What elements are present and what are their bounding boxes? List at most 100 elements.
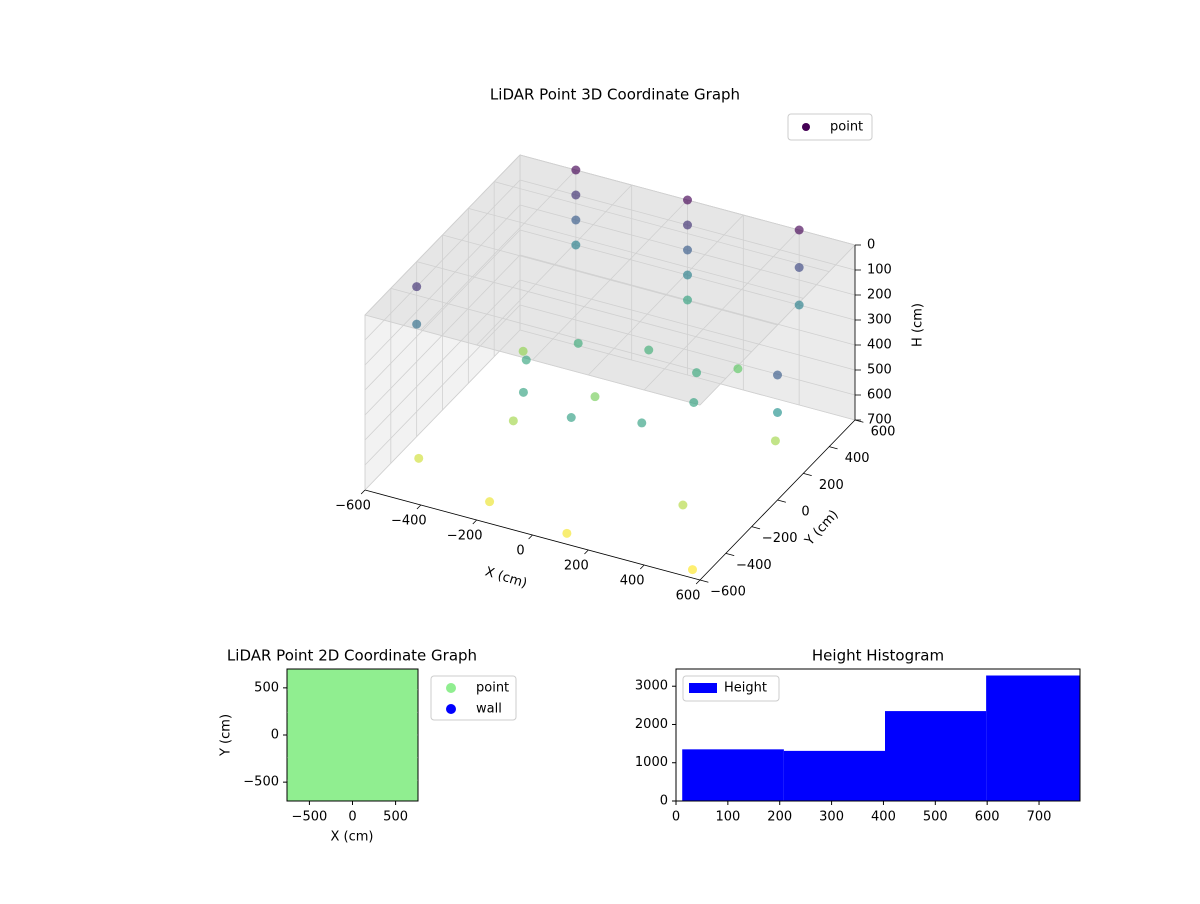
x-tick-label: 300: [819, 810, 844, 825]
tick-mark: [803, 472, 812, 476]
tick-mark: [777, 499, 786, 503]
tick-mark: [699, 579, 709, 583]
tick-mark: [360, 489, 366, 495]
grid-line: [364, 304, 521, 466]
chart-title: Height Histogram: [812, 647, 944, 665]
y-axis-label: Y (cm): [219, 714, 234, 757]
tick-mark: [640, 564, 645, 570]
point: [773, 370, 782, 380]
point: [678, 500, 688, 510]
z-tick-label: 100: [867, 263, 892, 278]
tick-mark: [725, 552, 735, 556]
bar: [783, 750, 886, 801]
point: [644, 345, 654, 355]
chart-title: LiDAR Point 2D Coordinate Graph: [227, 647, 477, 665]
z-axis-label: H (cm): [911, 303, 926, 347]
x-tick-label: 400: [871, 810, 896, 825]
x-tick-label: 500: [923, 810, 948, 825]
point: [683, 220, 692, 230]
point: [688, 565, 697, 575]
y-tick-label: −600: [710, 585, 746, 600]
tick-mark: [472, 519, 477, 525]
y-tick-label: 1000: [635, 755, 668, 770]
chart-title: LiDAR Point 3D Coordinate Graph: [490, 86, 740, 104]
points: [287, 669, 418, 801]
point: [733, 364, 743, 374]
z-tick-label: 600: [867, 388, 892, 403]
y-tick-label: 0: [271, 728, 279, 743]
point: [508, 416, 518, 426]
y-tick-label: 0: [801, 505, 809, 520]
grid-line: [519, 304, 856, 396]
grid-line: [468, 207, 804, 299]
point: [562, 528, 572, 538]
x-tick-label: −500: [292, 810, 328, 825]
axes-frame: [675, 668, 1081, 802]
point: [387, 669, 418, 696]
point: [770, 436, 780, 446]
legend-marker: [802, 123, 810, 131]
point: [683, 295, 692, 305]
x-tick-label: 500: [383, 810, 408, 825]
axis-line: [364, 489, 701, 581]
grid-line: [494, 181, 830, 273]
legend-marker: [446, 683, 456, 693]
x-tick-label: 600: [975, 810, 1000, 825]
point: [794, 225, 804, 235]
x-tick-label: −600: [335, 499, 371, 514]
point: [412, 319, 422, 329]
y-tick-label: 500: [254, 680, 279, 695]
point: [518, 346, 528, 356]
x-tick-label: 0: [348, 810, 356, 825]
z-tick-label: 500: [867, 363, 892, 378]
point: [683, 195, 692, 205]
grid-line: [364, 204, 521, 366]
bar: [885, 711, 987, 801]
legend-marker: [689, 683, 717, 693]
x-tick-label: 200: [767, 810, 792, 825]
tick-mark: [528, 534, 533, 540]
x-tick-label: 400: [620, 574, 645, 589]
point: [683, 270, 692, 280]
x-tick-label: 600: [676, 589, 701, 604]
grid-line: [364, 229, 521, 391]
y-tick-label: 2000: [635, 717, 668, 732]
grid-line: [416, 261, 752, 353]
grid-line: [364, 154, 521, 316]
grid-line: [442, 234, 778, 326]
point: [412, 282, 422, 292]
y-tick-label: 0: [660, 794, 668, 809]
z-tick-label: 300: [867, 313, 892, 328]
point: [571, 240, 581, 250]
bar: [682, 749, 784, 801]
tick-mark: [416, 504, 422, 510]
x-tick-label: 0: [672, 810, 680, 825]
point: [414, 453, 424, 463]
legend-box: [787, 113, 873, 141]
point: [573, 338, 583, 348]
z-tick-label: 700: [867, 413, 892, 428]
legend-label: Height: [724, 681, 767, 696]
point: [566, 413, 576, 422]
y-tick-label: 600: [871, 425, 896, 440]
x-tick-label: −200: [447, 529, 483, 544]
axis-line: [699, 419, 856, 581]
bar: [986, 675, 1080, 801]
legend-label: wall: [476, 702, 502, 717]
legend-box: [430, 675, 517, 721]
point: [521, 355, 531, 365]
legend-marker: [446, 704, 456, 714]
point: [485, 497, 495, 507]
z-tick-label: 200: [867, 288, 892, 303]
tick-mark: [695, 579, 701, 585]
point: [692, 368, 702, 378]
point: [571, 190, 581, 200]
legend-box: [682, 675, 780, 702]
point: [518, 387, 528, 397]
point: [590, 392, 600, 402]
x-axis-label: X (cm): [483, 565, 529, 592]
point: [773, 408, 782, 417]
x-axis-label: X (cm): [331, 830, 374, 845]
point: [683, 245, 692, 255]
